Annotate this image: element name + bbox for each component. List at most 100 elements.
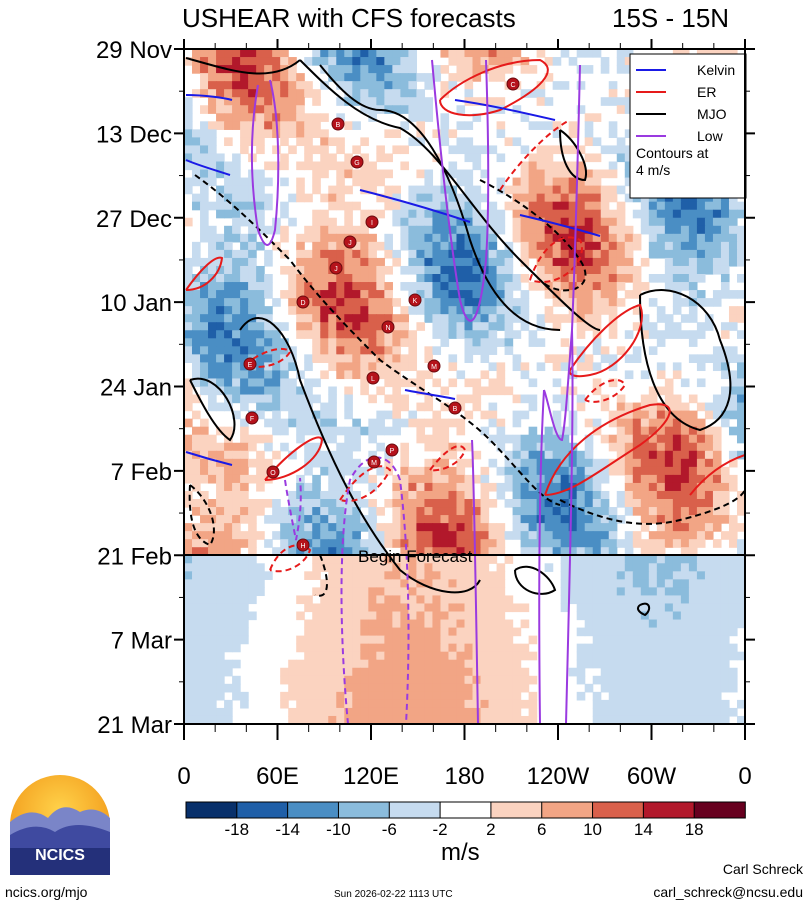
field-cell: [688, 571, 698, 580]
field-cell: [640, 442, 650, 452]
field-cell: [496, 225, 506, 235]
field-cell: [232, 563, 241, 572]
field-cell: [688, 707, 698, 717]
field-cell: [424, 635, 434, 645]
field-cell: [600, 547, 610, 556]
field-cell: [248, 547, 257, 556]
field-cell: [632, 683, 642, 693]
field-cell: [184, 667, 193, 677]
field-cell: [440, 241, 450, 251]
field-cell: [448, 265, 458, 275]
contour-line: [404, 389, 456, 400]
field-cell: [424, 507, 434, 516]
field-cell: [208, 97, 217, 106]
field-cell: [656, 490, 666, 500]
field-cell: [192, 643, 201, 653]
field-cell: [224, 595, 233, 605]
field-cell: [432, 265, 442, 275]
field-cell: [304, 81, 313, 90]
field-cell: [416, 370, 426, 380]
field-cell: [624, 97, 634, 106]
field-cell: [320, 490, 329, 500]
field-cell: [560, 314, 570, 323]
field-cell: [712, 659, 722, 669]
field-cell: [512, 531, 522, 540]
field-cell: [440, 482, 450, 492]
field-cell: [344, 217, 353, 227]
field-cell: [376, 65, 385, 74]
field-cell: [296, 105, 305, 114]
field-cell: [584, 298, 594, 307]
field-cell: [408, 362, 418, 372]
field-cell: [320, 274, 329, 283]
field-cell: [648, 715, 658, 724]
field-cell: [672, 715, 682, 724]
field-cell: [280, 418, 289, 428]
field-cell: [264, 65, 273, 74]
field-cell: [504, 651, 514, 661]
field-cell: [496, 667, 506, 677]
field-cell: [192, 354, 201, 363]
field-cell: [216, 354, 225, 363]
field-cell: [320, 330, 329, 339]
field-cell: [592, 241, 602, 251]
field-cell: [264, 571, 273, 580]
field-cell: [296, 370, 305, 380]
field-cell: [408, 354, 418, 363]
field-cell: [344, 579, 353, 588]
field-cell: [600, 499, 610, 508]
field-cell: [632, 707, 642, 717]
field-cell: [408, 523, 418, 532]
field-cell: [352, 434, 361, 444]
field-cell: [640, 555, 650, 564]
field-cell: [712, 587, 722, 597]
field-cell: [232, 354, 241, 363]
field-cell: [352, 579, 361, 588]
field-cell: [408, 282, 418, 291]
field-cell: [280, 507, 289, 516]
field-cell: [576, 169, 586, 179]
field-cell: [208, 555, 217, 564]
field-cell: [448, 563, 458, 572]
field-cell: [192, 466, 201, 476]
field-cell: [184, 161, 193, 171]
field-cell: [184, 563, 193, 572]
field-cell: [304, 595, 313, 605]
field-cell: [456, 474, 466, 484]
field-cell: [336, 306, 345, 315]
field-cell: [392, 249, 401, 259]
field-cell: [712, 434, 722, 444]
field-cell: [336, 547, 345, 556]
field-cell: [208, 298, 217, 307]
field-cell: [448, 490, 458, 500]
field-cell: [200, 603, 209, 613]
field-cell: [336, 523, 345, 532]
field-cell: [408, 346, 418, 355]
field-cell: [280, 675, 289, 685]
field-cell: [320, 458, 329, 468]
field-cell: [376, 683, 385, 693]
field-cell: [320, 346, 329, 355]
field-cell: [544, 201, 554, 211]
field-cell: [184, 442, 193, 452]
field-cell: [584, 217, 594, 227]
field-cell: [624, 539, 634, 548]
field-cell: [336, 675, 345, 685]
field-cell: [240, 619, 249, 629]
field-cell: [608, 627, 618, 637]
field-cell: [344, 651, 353, 661]
field-cell: [216, 490, 225, 500]
field-cell: [696, 635, 706, 645]
field-cell: [440, 193, 450, 203]
field-cell: [696, 539, 706, 548]
field-cell: [608, 595, 618, 605]
field-cell: [664, 659, 674, 669]
field-cell: [216, 249, 225, 259]
field-cell: [208, 547, 217, 556]
field-cell: [528, 89, 538, 98]
field-cell: [624, 241, 634, 251]
field-cell: [208, 129, 217, 138]
field-cell: [408, 241, 418, 251]
field-cell: [592, 217, 602, 227]
field-cell: [384, 314, 393, 323]
